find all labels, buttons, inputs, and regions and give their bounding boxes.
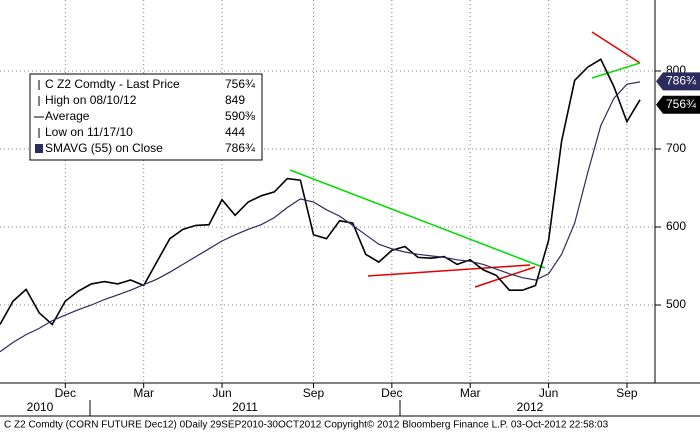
x-tick-label: Dec	[55, 386, 76, 400]
y-tick-label: 700	[666, 141, 686, 155]
line-series	[0, 58, 641, 326]
legend-value: 590⅜	[225, 109, 256, 123]
footer: C Z2 Comdty (CORN FUTURE Dec12) 0Daily 2…	[4, 420, 609, 431]
line-series	[0, 81, 641, 353]
legend-value: 786¾	[225, 141, 256, 155]
legend-label: Average	[45, 109, 90, 123]
legend-value: 849	[225, 93, 245, 107]
x-tick-label: Mar	[460, 386, 481, 400]
x-tick-label: Sep	[616, 386, 638, 400]
x-group-label: 2010	[27, 400, 54, 414]
y-tick-label: 600	[666, 219, 686, 233]
x-tick-label: Sep	[303, 386, 325, 400]
x-group-label: 2011	[232, 400, 258, 414]
x-tick-label: Jun	[539, 386, 558, 400]
legend-label: C Z2 Comdty - Last Price	[45, 77, 180, 91]
legend-value: 444	[225, 125, 245, 139]
legend: C Z2 Comdty - Last Price 756¾ High on 08…	[29, 73, 263, 161]
legend-label: High on 08/10/12	[45, 93, 137, 107]
price-tag	[656, 95, 700, 114]
trend-line	[289, 169, 546, 269]
y-tick-label: 500	[666, 297, 686, 311]
legend-value: 756¾	[225, 77, 256, 91]
x-tick-label: Jun	[212, 386, 231, 400]
x-tick-label: Mar	[133, 386, 154, 400]
x-group-label: 2012	[517, 400, 544, 414]
trend-line	[591, 31, 641, 64]
trend-line	[367, 264, 531, 277]
price-tag-label: 756¾	[666, 97, 697, 111]
price-tag	[656, 72, 700, 91]
legend-swatch	[35, 144, 43, 153]
trend-line	[474, 266, 536, 288]
legend-box	[29, 73, 263, 161]
legend-label: SMAVG (55) on Close	[45, 141, 163, 155]
price-tag-label: 786¾	[666, 73, 697, 87]
x-tick-label: Dec	[381, 386, 402, 400]
legend-label: Low on 11/17/10	[45, 125, 133, 139]
